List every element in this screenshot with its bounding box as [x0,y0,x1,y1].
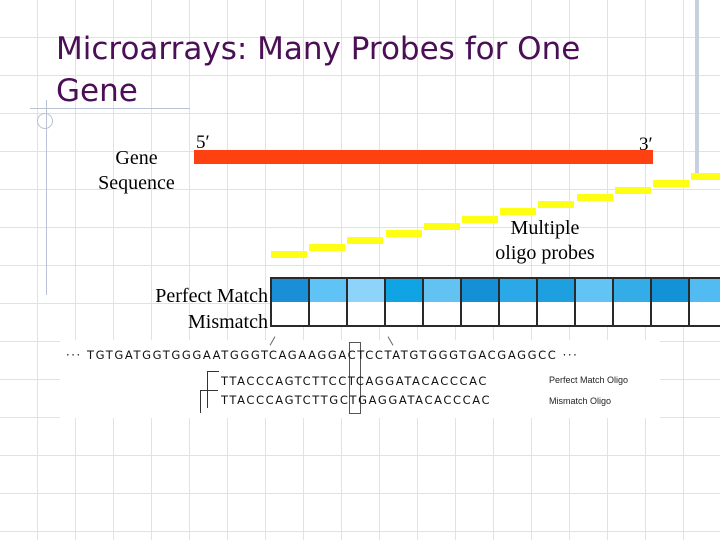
oligo-probe [653,180,689,187]
perfect-match-cell [424,279,462,302]
perfect-match-cell [348,279,386,302]
pointer-tick-left [269,336,276,346]
mismatch-cell [538,302,576,325]
oligo-probe [385,229,422,237]
pointer-tick-right [387,336,394,346]
decorative-vertical-line [46,100,47,295]
perfect-match-row [270,277,720,304]
probes-label-line1: Multiple [510,217,580,239]
oligo-probe [309,243,346,251]
perfect-match-cell [386,279,424,302]
probes-label-line2: oligo probes [495,242,595,264]
oligo-probe [423,222,460,230]
oligo-probe [538,201,575,209]
perfect-match-cell [462,279,500,302]
mismatch-cell [462,302,500,325]
mismatch-oligo-label: Mismatch Oligo [549,396,612,406]
gene-label-line1: Gene [115,147,158,169]
oligo-probe [500,208,537,216]
perfect-match-cell [538,279,576,302]
oligo-probe [691,172,720,180]
perfect-match-oligo-text: TTACCCAGTCTTCCTCAGGATACACCCAC [221,374,489,388]
perfect-match-cell [272,279,310,302]
mismatch-cell [500,302,538,325]
mismatch-cell [310,302,348,325]
gene-sequence-label: Gene Sequence [84,146,189,196]
decorative-edge-bar [695,0,699,180]
gene-label-line2: Sequence [98,172,175,194]
perfect-match-label: Perfect Match [155,285,268,307]
mismatch-cell [652,302,690,325]
oligo-probe [576,194,613,202]
multiple-oligo-probes-label: Multiple oligo probes [470,216,620,266]
decorative-horizontal-line [30,108,190,109]
perfect-match-cell [652,279,690,302]
mismatch-cell [614,302,652,325]
mm-bracket [200,390,218,413]
decorative-circle [37,113,53,129]
mismatch-cell [386,302,424,325]
mismatch-highlight-box [349,342,361,414]
mismatch-oligo-text: TTACCCAGTCTTGCTGAGGATACACCCAC [221,393,492,407]
oligo-probe [271,251,307,258]
gene-bar [194,150,653,164]
perfect-match-cell [576,279,614,302]
mismatch-cell [690,302,720,325]
mismatch-cell [272,302,310,325]
oligo-probe [462,215,498,223]
gene-sequence-text: ··· TGTGATGGTGGGAATGGGTCAGAAGGACTCCTATGT… [66,348,579,362]
three-prime-label: 3′ [639,134,653,155]
perfect-match-cell [690,279,720,302]
slide-title: Microarrays: Many Probes for One Gene [56,31,581,109]
perfect-match-oligo-label: Perfect Match Oligo [549,375,629,385]
perfect-match-cell [500,279,538,302]
pm-bracket [207,371,219,408]
perfect-match-cell [614,279,652,302]
five-prime-label: 5′ [196,132,210,153]
mismatch-cell [576,302,614,325]
sequence-panel: ··· TGTGATGGTGGGAATGGGTCAGAAGGACTCCTATGT… [60,336,660,418]
mismatch-cell [348,302,386,325]
oligo-probe [347,236,384,244]
mismatch-label: Mismatch [188,311,268,333]
mismatch-row [270,302,720,327]
mismatch-cell [424,302,462,325]
oligo-probe [614,187,651,195]
perfect-match-cell [310,279,348,302]
